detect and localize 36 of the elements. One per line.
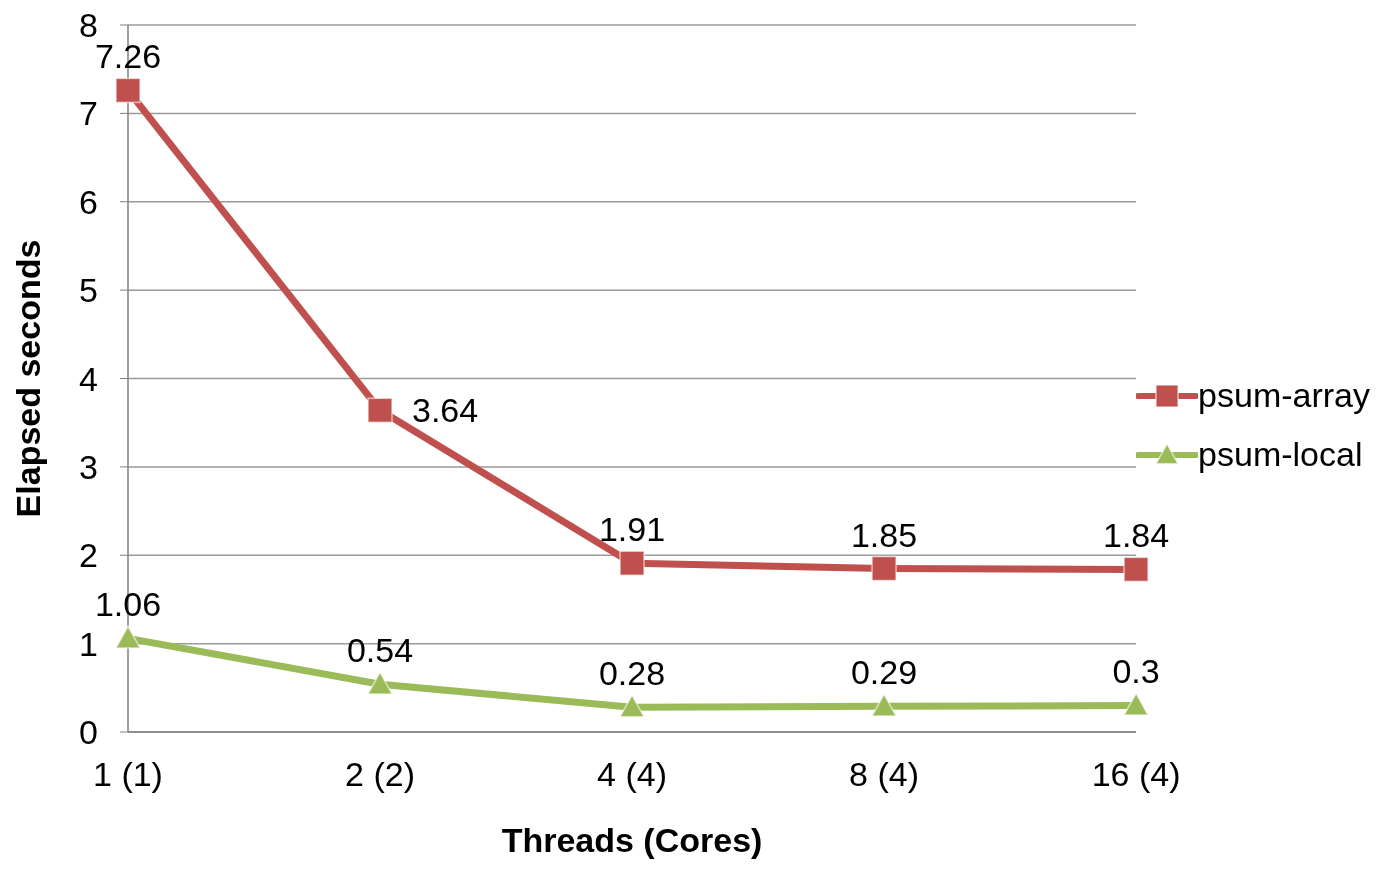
point — [115, 625, 141, 649]
data-label: 1.84 — [1102, 516, 1170, 555]
y-tick-label: 3 — [79, 447, 98, 486]
data-label: 1.06 — [94, 585, 162, 624]
x-tick-label: 1 (1) — [93, 755, 163, 794]
legend-label: psum-local — [1198, 435, 1363, 474]
data-label: 3.64 — [412, 391, 479, 430]
point — [1123, 692, 1149, 716]
data-label: 0.28 — [598, 654, 666, 693]
y-tick-label: 5 — [79, 271, 98, 310]
point — [367, 671, 393, 695]
x-tick-label: 4 (4) — [597, 755, 667, 794]
x-tick-label: 8 (4) — [849, 755, 920, 794]
y-axis-title: Elapsed seconds — [9, 239, 48, 518]
legend-label: psum-array — [1198, 376, 1370, 415]
y-tick-label: 4 — [79, 359, 98, 398]
x-tick-label: 16 (4) — [1091, 755, 1181, 794]
data-label: 1.91 — [598, 510, 666, 549]
x-axis-title: Threads (Cores) — [501, 821, 763, 859]
point — [115, 77, 141, 104]
point — [1123, 556, 1149, 583]
point — [367, 397, 393, 424]
y-tick-label: 1 — [79, 624, 98, 663]
y-tick-label: 6 — [79, 182, 98, 221]
point — [871, 555, 897, 582]
data-label: 0.3 — [1112, 652, 1160, 691]
y-tick-label: 0 — [79, 713, 98, 752]
point — [871, 693, 897, 717]
data-label: 0.29 — [850, 653, 918, 692]
y-tick-label: 7 — [79, 94, 98, 133]
data-label: 1.85 — [850, 515, 918, 554]
point — [619, 694, 645, 718]
x-tick-label: 2 (2) — [345, 755, 415, 794]
point — [619, 550, 645, 576]
y-tick-label: 2 — [79, 536, 98, 575]
data-label: 0.54 — [346, 631, 414, 670]
